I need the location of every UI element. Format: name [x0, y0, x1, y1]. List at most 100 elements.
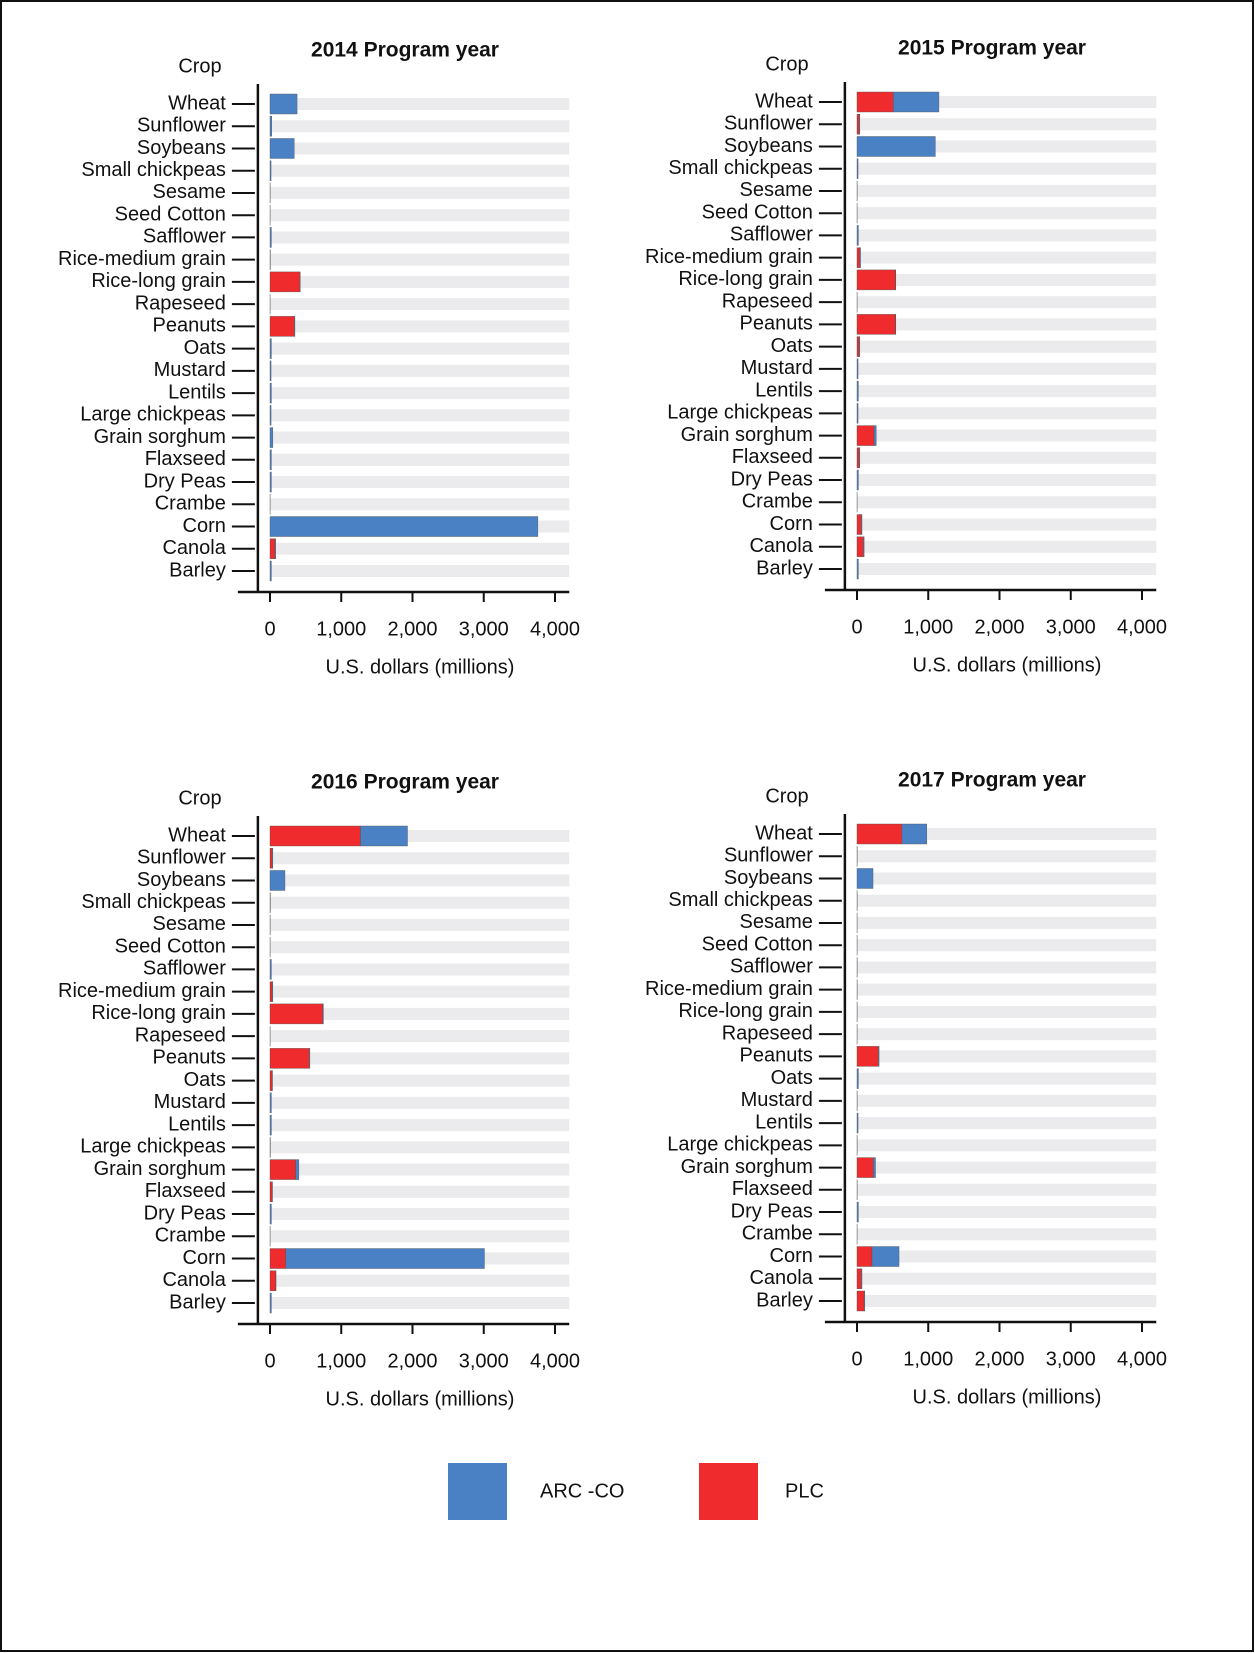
bar-segment: [269, 227, 272, 248]
category-label: Grain sorghum: [681, 424, 813, 446]
x-tick-label: 0: [851, 616, 862, 638]
row-band: [857, 961, 1157, 974]
category-label: Large chickpeas: [80, 1136, 226, 1158]
category-label: Mustard: [154, 1091, 226, 1113]
bar-segment: [873, 1157, 876, 1178]
row-band: [857, 184, 1157, 197]
category-label: Lentils: [168, 381, 226, 403]
bar-segment: [269, 138, 295, 159]
category-label: Flaxseed: [145, 1180, 226, 1202]
category-label: Wheat: [168, 92, 226, 114]
row-band: [270, 1141, 570, 1154]
row-band: [857, 1005, 1157, 1018]
row-band: [270, 164, 570, 177]
row-band: [857, 540, 1157, 553]
row-band: [270, 1297, 570, 1309]
row-band: [270, 142, 570, 155]
category-label: Rice-medium grain: [58, 980, 226, 1002]
bar-segment: [901, 823, 928, 845]
row-band: [857, 496, 1157, 509]
bar-segment: [856, 514, 862, 535]
category-label: Large chickpeas: [667, 1134, 813, 1156]
category-label: Mustard: [741, 357, 813, 379]
category-label: Flaxseed: [732, 446, 813, 468]
bar-segment: [269, 427, 274, 448]
category-label: Small chickpeas: [81, 159, 226, 181]
x-tick-label: 1,000: [903, 616, 953, 638]
row-band: [270, 409, 570, 422]
row-band: [270, 253, 570, 266]
bar-segment: [856, 225, 859, 246]
row-band: [857, 894, 1157, 907]
category-label: Wheat: [755, 90, 813, 112]
row-band: [857, 1050, 1157, 1063]
category-label: Wheat: [755, 822, 813, 844]
row-band: [857, 451, 1157, 464]
chart-title: 2014 Program year: [311, 39, 499, 62]
category-label: Sesame: [153, 913, 226, 935]
row-band: [857, 340, 1157, 353]
row-band: [270, 1274, 570, 1287]
bar-segment: [269, 1292, 272, 1314]
panel: 2014 Program year Crop U.S. dollars (milli…: [58, 39, 580, 679]
x-axis-title: U.S. dollars (millions): [913, 1386, 1102, 1408]
bar-segment: [269, 405, 272, 426]
row-band: [270, 1185, 570, 1198]
bar-segment: [269, 116, 272, 137]
row-band: [270, 231, 570, 244]
category-label: Dry Peas: [144, 1202, 226, 1224]
bar-segment: [360, 825, 408, 847]
category-label: Peanuts: [152, 315, 225, 337]
category-label: Sunflower: [137, 115, 226, 137]
category-label: Mustard: [741, 1089, 813, 1111]
x-tick-label: 0: [264, 618, 275, 640]
bar-segment: [861, 1268, 863, 1289]
bar-segment: [878, 1046, 880, 1067]
category-label: Rapeseed: [722, 1022, 813, 1044]
bar-segment: [858, 447, 861, 469]
bar-segment: [873, 425, 877, 446]
row-band: [857, 273, 1157, 286]
bar-segment: [269, 1070, 273, 1091]
x-tick-label: 0: [264, 1350, 275, 1372]
category-label: Crambe: [155, 1225, 226, 1247]
bar-segment: [269, 1003, 323, 1025]
category-label: Soybeans: [724, 867, 813, 889]
category-label: Lentils: [168, 1113, 226, 1135]
category-label: Rice-long grain: [91, 1002, 226, 1024]
category-label: Seed Cotton: [702, 933, 813, 955]
row-band: [857, 229, 1157, 242]
category-label: Rice-long grain: [678, 268, 813, 290]
bar-segment: [856, 358, 859, 380]
x-axis-title: U.S. dollars (millions): [326, 1388, 515, 1410]
row-band: [857, 850, 1157, 863]
category-label: Dry Peas: [731, 468, 813, 490]
category-label: Soybeans: [137, 137, 226, 159]
row-band: [270, 896, 570, 909]
category-label: Grain sorghum: [681, 1156, 813, 1178]
bar-segment: [856, 823, 903, 845]
category-label: Sunflower: [724, 113, 813, 135]
category-label: Rapeseed: [722, 290, 813, 312]
bar-segment: [856, 136, 936, 157]
y-axis-title: Crop: [178, 55, 221, 77]
bar-segment: [271, 848, 274, 869]
category-label: Barley: [169, 1291, 226, 1313]
row-band: [270, 453, 570, 466]
bar-segment: [269, 1159, 296, 1180]
bar-segment: [856, 403, 859, 424]
category-label: Barley: [756, 1289, 813, 1311]
x-tick-label: 4,000: [1117, 1348, 1167, 1370]
chart-title: 2017 Program year: [898, 769, 1086, 792]
x-tick-label: 1,000: [903, 1348, 953, 1370]
x-tick-label: 0: [851, 1348, 862, 1370]
category-label: Oats: [771, 1067, 813, 1089]
category-label: Soybeans: [724, 135, 813, 157]
category-label: Crambe: [742, 491, 813, 513]
row-band: [857, 1206, 1157, 1219]
row-band: [270, 874, 570, 887]
category-label: Oats: [184, 1069, 226, 1091]
category-label: Safflower: [730, 224, 813, 246]
bar-segment: [893, 91, 940, 113]
bar-segment: [856, 336, 860, 357]
